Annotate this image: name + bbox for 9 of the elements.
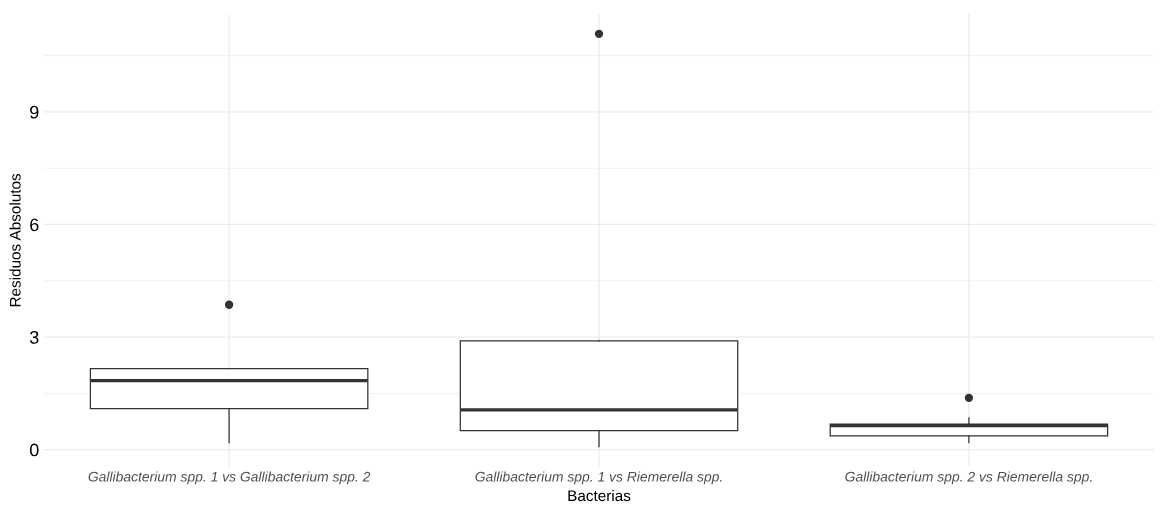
x-tick-label: Gallibacterium spp. 2 vs Riemerella spp.: [845, 471, 1092, 485]
y-tick-label: 6: [30, 218, 39, 232]
y-tick-label: 9: [30, 105, 39, 119]
x-axis-title: Bacterias: [568, 489, 631, 502]
x-tick-label: Gallibacterium spp. 1 vs Gallibacterium spp. 2: [88, 471, 371, 485]
x-tick-label: Gallibacterium spp. 1 vs Riemerella spp.: [475, 471, 722, 485]
y-axis-title: Residuos Absolutos: [9, 173, 21, 307]
y-tick-label: 3: [29, 331, 39, 344]
y-tick-label: 0: [29, 443, 39, 457]
